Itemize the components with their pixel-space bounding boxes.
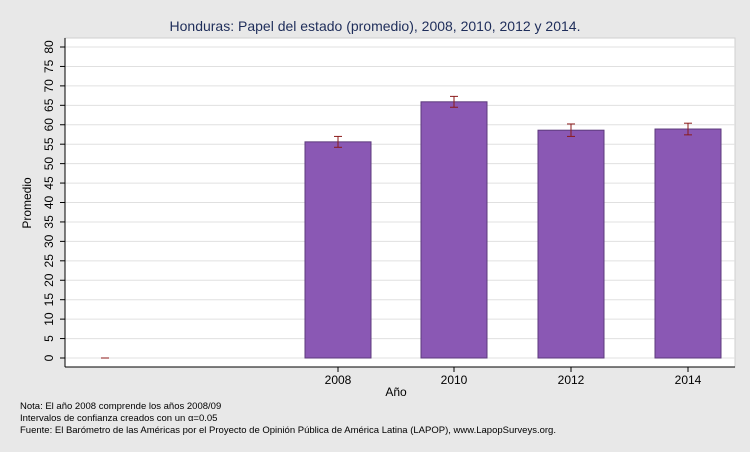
x-axis: 2008 2010 2012 2014 (65, 366, 735, 387)
note-year: Nota: El año 2008 comprende los años 200… (20, 401, 222, 412)
y-tick-label-50: 50 (42, 157, 56, 171)
y-tick-label-65: 65 (42, 98, 56, 112)
x-tick-label-2010: 2010 (441, 373, 468, 387)
bar-2008 (304, 141, 372, 359)
y-tick-label-20: 20 (42, 273, 56, 287)
y-tick-label-80: 80 (42, 40, 56, 54)
x-tick-label-2014: 2014 (675, 373, 702, 387)
x-axis-label: Año (385, 385, 407, 399)
x-tick-label-2012: 2012 (558, 373, 585, 387)
y-tick-label-25: 25 (42, 254, 56, 268)
error-bar-2014 (684, 122, 692, 136)
y-axis-label: Promedio (20, 177, 34, 229)
y-tick-label-35: 35 (42, 215, 56, 229)
note-source: Fuente: El Barómetro de las Américas por… (20, 425, 556, 436)
y-tick-label-75: 75 (42, 59, 56, 73)
bar-2010 (420, 101, 488, 359)
error-bar-2012 (567, 123, 575, 137)
error-bar-2010 (450, 95, 458, 108)
note-confidence: Intervalos de confianza creados con un α… (20, 413, 218, 424)
y-tick-label-70: 70 (42, 79, 56, 93)
bars (101, 101, 722, 359)
y-tick-label-0: 0 (42, 354, 56, 361)
y-tick-label-5: 5 (42, 335, 56, 342)
y-tick-label-60: 60 (42, 118, 56, 132)
y-tick-label-30: 30 (42, 234, 56, 248)
chart-title: Honduras: Papel del estado (promedio), 2… (170, 18, 581, 34)
footnotes: Nota: El año 2008 comprende los años 200… (20, 401, 556, 437)
y-tick-label-15: 15 (42, 293, 56, 307)
error-bars (334, 95, 692, 148)
x-tick-label-2008: 2008 (325, 373, 352, 387)
error-bar-2008 (334, 135, 342, 148)
y-tick-label-10: 10 (42, 312, 56, 326)
gridlines (65, 46, 735, 359)
y-tick-label-40: 40 (42, 196, 56, 210)
bar-2014 (654, 128, 722, 359)
bar-2012 (537, 129, 605, 359)
y-axis: 0 5 10 15 20 25 30 35 40 45 50 55 60 65 70 75 80 (42, 38, 66, 367)
y-tick-label-45: 45 (42, 176, 56, 190)
y-tick-label-55: 55 (42, 137, 56, 151)
